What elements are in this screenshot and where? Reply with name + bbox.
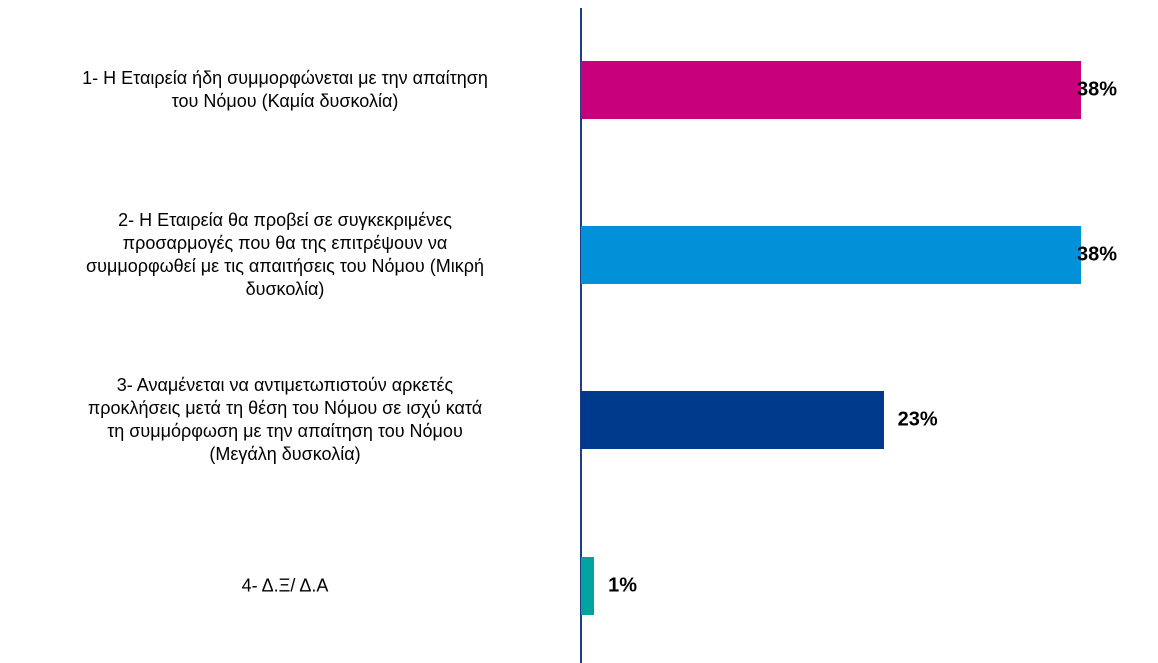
value-label: 38% (1077, 78, 1118, 101)
axis-line (580, 8, 582, 663)
category-label: 1- Η Εταιρεία ήδη συμμορφώνεται με την α… (82, 68, 488, 111)
category-label: 4- Δ.Ξ/ Δ.Α (241, 575, 329, 596)
value-label: 23% (897, 408, 938, 431)
category-label: 3- Αναμένεται να αντιμετωπιστούν αρκετές… (87, 375, 483, 464)
category-label: 2- Η Εταιρεία θα προβεί σε συγκεκριμένες… (86, 210, 484, 299)
bar (581, 61, 1081, 119)
bar (581, 557, 595, 615)
value-label: 38% (1077, 243, 1118, 266)
bar (581, 226, 1081, 284)
bar (581, 391, 884, 449)
value-label: 1% (608, 574, 638, 597)
